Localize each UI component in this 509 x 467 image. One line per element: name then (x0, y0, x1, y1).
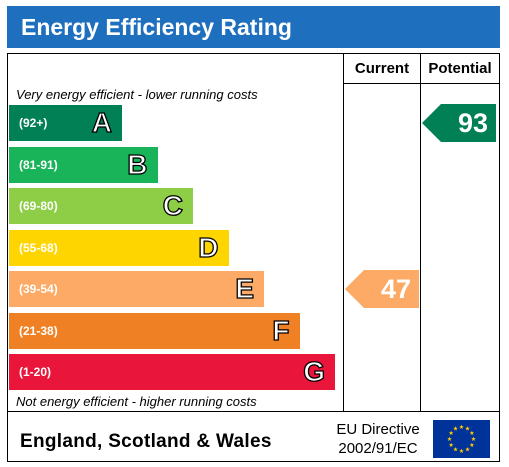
band-range-label: (55-68) (19, 240, 58, 255)
eu-star-icon (453, 426, 458, 431)
page-title: Energy Efficiency Rating (7, 6, 500, 48)
current-arrow-shape (345, 270, 419, 308)
eu-star-icon (448, 430, 454, 435)
band-letter: D (198, 231, 220, 263)
band-letter: C (162, 189, 184, 221)
band-e: (39-54) E (9, 271, 264, 307)
current-column-header: Current (354, 60, 410, 77)
inefficient-note: Not energy efficient - higher running co… (16, 394, 257, 409)
eu-star-icon (459, 424, 464, 429)
eu-star-icon (471, 436, 476, 441)
band-letter: G (303, 355, 326, 387)
eu-star-icon (448, 442, 454, 447)
band-range-label: (1-20) (19, 365, 52, 379)
band-range-label: (21-38) (19, 323, 58, 338)
band-range-label: (69-80) (19, 199, 58, 213)
current-rating-arrow: 47 (345, 270, 419, 308)
current-column-divider (343, 54, 344, 411)
country-label: England, Scotland & Wales (20, 431, 272, 452)
eu-flag-stars (447, 424, 476, 453)
eu-star-icon (459, 448, 464, 453)
potential-arrow-shape (422, 104, 496, 142)
directive-line-2: 2002/91/EC (338, 440, 418, 457)
potential-rating-arrow: 93 (422, 104, 496, 142)
band-letter: A (91, 106, 113, 138)
directive-line-1: EU Directive (336, 421, 420, 438)
band-a: (92+) A (9, 105, 122, 141)
band-g: (1-20) G (9, 354, 335, 390)
potential-rating-value: 93 (457, 108, 488, 138)
band-range-label: (92+) (19, 116, 48, 130)
band-b: (81-91) B (9, 146, 158, 183)
band-c: (69-80) C (9, 188, 193, 224)
eu-directive: EU Directive 2002/91/EC (328, 420, 428, 458)
band-range-label: (81-91) (19, 157, 58, 172)
potential-column-divider (420, 54, 421, 411)
rating-chart: Current Potential Very energy efficient … (7, 53, 500, 462)
footer-divider (8, 411, 499, 412)
band-d: (55-68) D (9, 229, 229, 266)
eu-star-icon (469, 442, 475, 447)
column-header-divider (343, 83, 499, 84)
band-letter: E (235, 272, 255, 304)
potential-column-header: Potential (428, 60, 492, 77)
efficient-note: Very energy efficient - lower running co… (16, 87, 258, 102)
band-range-label: (39-54) (19, 282, 58, 296)
eu-star-icon (465, 426, 470, 431)
eu-star-icon (453, 446, 458, 452)
band-letter: B (127, 148, 149, 180)
band-letter: F (272, 314, 290, 346)
current-rating-value: 47 (380, 274, 411, 304)
band-f: (21-38) F (9, 312, 300, 349)
eu-star-icon (447, 436, 452, 441)
eu-star-icon (469, 430, 475, 435)
eu-star-icon (465, 446, 470, 452)
eu-flag-icon (433, 420, 490, 458)
